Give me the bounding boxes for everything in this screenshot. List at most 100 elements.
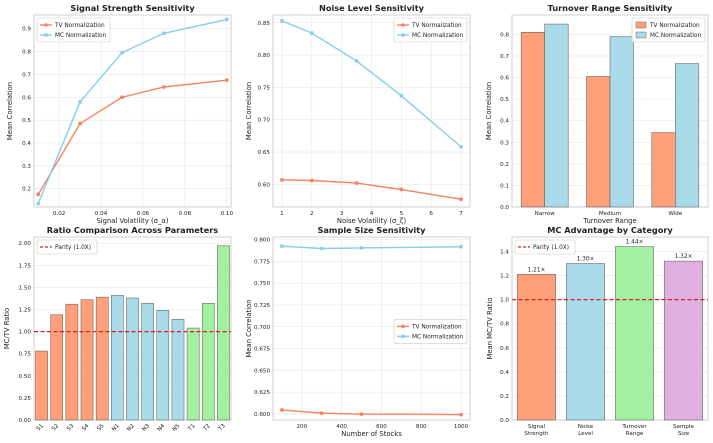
chart-title: Turnover Range Sensitivity (548, 3, 673, 13)
bar (675, 63, 700, 208)
plot-frame (33, 14, 232, 208)
y-tick-label: 0.70 (258, 118, 271, 124)
y-axis-label: Mean MC/TV Ratio (486, 298, 494, 360)
y-tick-label: 0.725 (254, 303, 270, 309)
data-point (354, 181, 359, 185)
y-tick-label: 0.6 (500, 346, 509, 352)
legend-label: MC Normalization (412, 334, 464, 340)
x-tick-label: 2 (310, 211, 314, 217)
legend-box (631, 17, 706, 43)
y-tick-label: 1.2 (500, 274, 509, 280)
bar (126, 297, 139, 421)
y-tick-label: 0.4 (22, 141, 31, 147)
legend-marker (401, 23, 405, 27)
data-point (399, 187, 404, 192)
data-point (78, 100, 82, 104)
legend-patch (635, 31, 647, 39)
y-tick-label: 0.600 (254, 412, 270, 418)
x-tick-label: N1 (111, 423, 121, 433)
chart-1: 0.2 0.3 0.4 0.5 0.6 0.7 0.8 0.9 0.02 0.04 0.06 0.08… (6, 3, 233, 225)
y-tick-label: 1.25 (19, 307, 32, 313)
bar (201, 303, 215, 421)
x-axis-label: Turnover Range (582, 217, 636, 225)
x-tick-label: Strength (524, 431, 549, 437)
y-tick-label: 1.0 (500, 298, 509, 304)
y-tick-label: 0.00 (19, 418, 32, 424)
data-point (310, 31, 314, 35)
y-tick-label: 1.4 (500, 249, 509, 255)
data-label: 1.21× (528, 267, 546, 273)
bar (111, 295, 124, 421)
x-tick-label: 0.08 (179, 211, 192, 217)
chart-title: MC Advantage by Category (547, 225, 673, 235)
data-point (36, 201, 40, 206)
x-tick-label: 800 (416, 424, 427, 430)
x-tick-label: Narrow (535, 211, 555, 217)
y-tick-label: 1.00 (19, 330, 32, 336)
chart-2: 0.60 0.65 0.70 0.75 0.80 0.85 1 2 3 4 5 6 7 Noise Lev… (245, 3, 471, 225)
x-tick-label: 0.06 (137, 211, 150, 217)
bar (517, 274, 556, 421)
data-point (162, 31, 166, 35)
plot-frame (511, 236, 709, 421)
x-tick-label: Medium (599, 211, 621, 217)
y-tick-label: 0.650 (254, 368, 270, 374)
bar (566, 263, 605, 421)
series-line (37, 18, 227, 204)
y-axis-label: Mean Correlation (485, 82, 493, 140)
data-point (399, 94, 404, 98)
x-tick-label: Signal (528, 424, 546, 430)
y-tick-label: 1.75 (19, 263, 32, 269)
data-point (459, 245, 463, 249)
legend-marker (44, 33, 48, 37)
y-tick-label: 0.3 (500, 140, 509, 146)
y-tick-label: 0.50 (19, 374, 32, 380)
legend-box (514, 239, 576, 255)
bar (65, 303, 79, 421)
y-tick-label: 0.7 (500, 54, 509, 60)
y-tick-label: 0.625 (254, 390, 270, 396)
chart-4: 0.00 0.25 0.50 0.75 1.00 1.25 1.50 1.75 2.00 Rati… (3, 225, 232, 433)
y-tick-label: 0.0 (500, 418, 509, 424)
bar (171, 318, 185, 421)
data-point (280, 244, 284, 248)
x-tick-label: 5 (400, 211, 404, 217)
x-axis-label: Noise Volatility (σ_ζ) (337, 217, 407, 225)
data-point (309, 178, 314, 183)
data-point (459, 197, 463, 202)
legend-label: TV Normalization (649, 23, 700, 29)
legend-label: MC Normalization (55, 33, 107, 39)
x-tick-label: 0.10 (221, 211, 234, 217)
plot-frame (272, 236, 471, 421)
x-tick-label: 4 (370, 211, 374, 217)
legend-label: TV Normalization (411, 23, 462, 29)
legend-label: MC Normalization (650, 33, 702, 39)
bar (95, 296, 109, 421)
y-tick-label: 0.75 (19, 352, 32, 358)
chart-5: 0.600 0.625 0.650 0.675 0.700 0.725 0.750 0.775… (245, 225, 471, 438)
bar (50, 314, 64, 421)
series-line (281, 245, 462, 250)
y-axis-label: Mean Correlation (6, 82, 14, 140)
x-tick-label: 0.02 (53, 211, 65, 217)
x-tick-label: N2 (126, 423, 136, 433)
chart-title: Ratio Comparison Across Parameters (47, 225, 219, 235)
y-tick-label: 0.4 (500, 370, 509, 376)
x-tick-label: Range (626, 431, 644, 437)
bar (186, 327, 200, 421)
y-axis-label: MC/TV Ratio (3, 308, 11, 349)
data-point (280, 408, 284, 412)
data-point (459, 412, 463, 417)
data-label: 1.44× (626, 240, 644, 246)
bar (80, 299, 94, 421)
x-tick-label: 1 (280, 211, 284, 217)
legend-box (393, 319, 468, 344)
bar (156, 310, 170, 421)
legend-label: Parity (1.0X) (533, 245, 569, 251)
x-axis-label: Signal Volatility (σ_α) (96, 217, 168, 225)
x-tick-label: S5 (96, 423, 106, 433)
bar (520, 32, 545, 208)
legend-box (36, 17, 111, 43)
bar (664, 260, 703, 421)
bar (217, 245, 230, 421)
